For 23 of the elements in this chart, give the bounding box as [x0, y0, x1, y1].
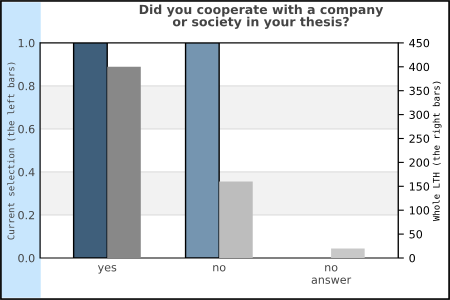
y2-tick-label: 100 [410, 206, 430, 215]
chart-title: Did you cooperate with a company or society in your thesis? [140, 4, 384, 29]
y2-tick-label: 250 [409, 134, 430, 143]
y-tick-label: 0.8 [18, 82, 34, 90]
y2-tick-label: 300 [410, 110, 430, 119]
y2-tick-label: 450 [409, 38, 430, 48]
x-tick-label: yes [98, 265, 116, 274]
y-axis-title: Current selection (the left bars) [7, 62, 16, 240]
y2-axis-title: Whole LTH (the right bars) [432, 82, 442, 222]
bar [331, 248, 365, 258]
y-tick-label: 0.4 [18, 168, 35, 176]
y-tick-label: 0.0 [18, 254, 34, 262]
y2-tick-label: 50 [410, 230, 422, 238]
x-tick-label: no answer [312, 265, 352, 284]
y2-tick-label: 350 [410, 86, 430, 96]
y-tick-label: 1.0 [18, 38, 34, 48]
y2-tick-label: 200 [409, 158, 430, 167]
x-tick-label: no [213, 265, 226, 272]
y-tick-label: 0.2 [18, 210, 34, 220]
y2-tick-label: 150 [410, 182, 430, 191]
y2-tick-label: 400 [409, 62, 430, 72]
y-tick-label: 0.6 [18, 124, 34, 134]
y2-tick-label: 0 [409, 254, 415, 262]
